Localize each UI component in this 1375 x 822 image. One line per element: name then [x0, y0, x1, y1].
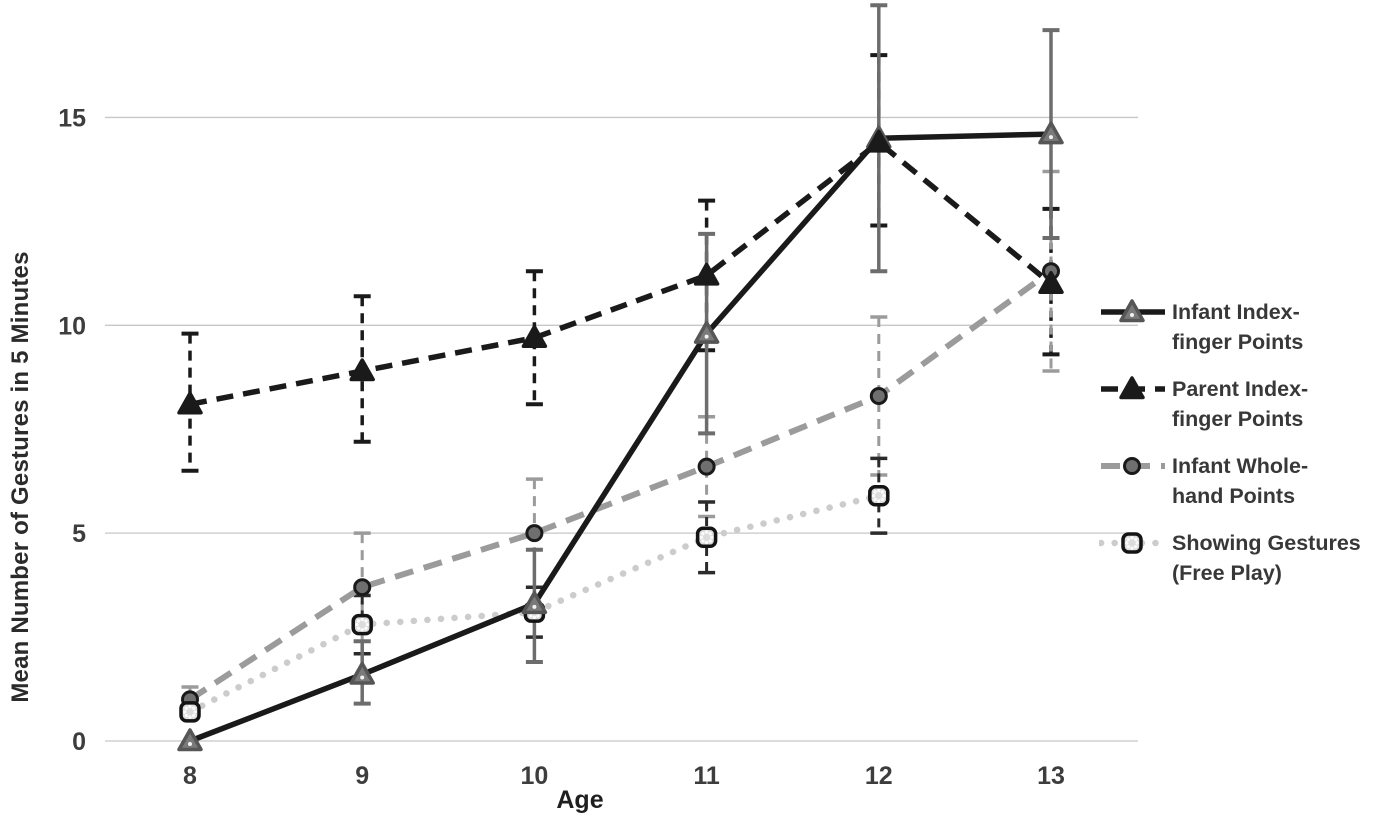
- x-axis-title: Age: [556, 786, 604, 814]
- data-point-marker: [1119, 299, 1145, 323]
- series-line-infant-whole-hand-points: [188, 268, 1053, 702]
- y-axis-title: Mean Number of Gestures in 5 Minutes: [7, 251, 34, 703]
- legend-sample-square-icon: [1099, 532, 1167, 554]
- data-point-marker: [349, 661, 375, 685]
- legend-label: Infant Index-finger Points: [1172, 300, 1304, 354]
- legend-item-infant-index-finger-points: Infant Index-finger Points: [1099, 297, 1361, 357]
- data-point-marker: [177, 391, 203, 415]
- y-tick-label: 10: [58, 312, 86, 340]
- data-point-marker: [697, 457, 716, 476]
- legend-sample-triangle-icon: [1101, 376, 1165, 400]
- y-tick-label: 5: [72, 520, 86, 548]
- legend-label: Parent Index-finger Points: [1172, 377, 1309, 431]
- legend-label: Showing Gestures (Free Play): [1172, 531, 1361, 585]
- x-tick-label: 8: [183, 762, 197, 790]
- legend-label: Infant Whole-hand Points: [1172, 454, 1309, 508]
- data-point-marker: [353, 578, 372, 597]
- legend-sample-triangle-icon: [1101, 299, 1165, 323]
- y-tick-label: 0: [72, 728, 86, 756]
- legend-item-showing-gestures-free-play: Showing Gestures (Free Play): [1099, 528, 1361, 588]
- data-point-marker: [521, 325, 548, 349]
- series-line-infant-index-finger-points: [189, 131, 1052, 744]
- y-tick-label: 15: [58, 104, 86, 132]
- legend-item-infant-whole-hand-points: Infant Whole-hand Points: [1099, 451, 1361, 511]
- data-point-marker: [693, 262, 720, 286]
- legend-item-parent-index-finger-points: Parent Index-finger Points: [1099, 374, 1361, 434]
- data-point-marker: [1038, 121, 1064, 145]
- gridlines: [105, 116, 1138, 742]
- x-tick-label: 10: [520, 762, 548, 790]
- data-point-marker: [349, 358, 375, 382]
- data-point-marker: [1038, 270, 1064, 294]
- x-tick-label: 12: [865, 762, 893, 790]
- series-markers-infant-whole-hand-points: [181, 262, 1060, 709]
- data-point-marker: [521, 591, 548, 615]
- x-tick-label: 11: [693, 762, 720, 790]
- error-bars-infant-whole-hand-points: [181, 169, 1060, 714]
- data-point-marker: [1123, 457, 1141, 475]
- data-point-marker: [525, 524, 544, 543]
- legend: Infant Index-finger Points Parent Index-f…: [1099, 297, 1361, 605]
- axis-tick-labels: 0 5 10 15 8 9 10 11 12 13: [58, 104, 1065, 790]
- series-markers-infant-index-finger-points: [177, 121, 1064, 752]
- x-tick-label: 9: [355, 762, 369, 790]
- data-point-marker: [177, 728, 203, 752]
- legend-sample-circle-icon: [1101, 457, 1165, 475]
- series-markers-parent-index-finger-points: [177, 129, 1064, 415]
- error-bars-showing-gestures-free-play: [353, 456, 888, 656]
- data-point-marker: [866, 129, 892, 153]
- series-line-parent-index-finger-points: [189, 138, 1053, 407]
- data-point-marker: [869, 386, 888, 405]
- data-point-marker: [693, 320, 720, 344]
- x-tick-label: 13: [1037, 762, 1065, 790]
- data-point-marker: [1119, 376, 1145, 400]
